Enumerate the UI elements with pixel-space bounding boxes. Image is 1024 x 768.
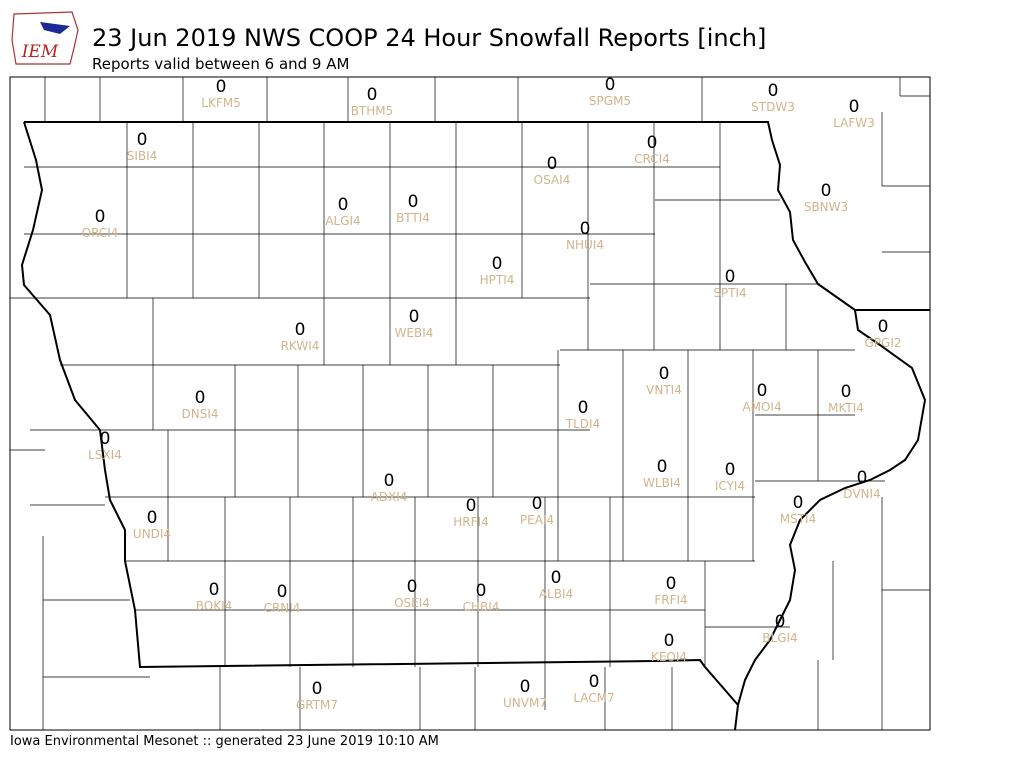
- station-value: 0: [216, 77, 227, 97]
- station-value: 0: [492, 254, 503, 274]
- station-id: MKTI4: [828, 401, 864, 415]
- station-value: 0: [589, 672, 600, 692]
- station-value: 0: [580, 219, 591, 239]
- map-footer: Iowa Environmental Mesonet :: generated …: [10, 734, 439, 749]
- station-id: OSAI4: [534, 173, 571, 187]
- station-id: MSTI4: [780, 512, 816, 526]
- station-id: CHBI4: [463, 600, 500, 614]
- station-value: 0: [137, 130, 148, 150]
- station-value: 0: [659, 364, 670, 384]
- station-id: GRTM7: [296, 698, 338, 712]
- station-id: SIBI4: [127, 149, 158, 163]
- station-id: RKWI4: [281, 339, 320, 353]
- state-borders: [20, 121, 930, 731]
- county-lines: [10, 77, 930, 730]
- station-value: 0: [841, 382, 852, 402]
- station-value: 0: [384, 471, 395, 491]
- station-id: UNVM7: [503, 696, 547, 710]
- station-id: LKFM5: [201, 96, 240, 110]
- station-id: SBNW3: [804, 200, 848, 214]
- station-value: 0: [657, 457, 668, 477]
- station-id: ADXI4: [371, 490, 408, 504]
- station-id: ALGI4: [325, 214, 360, 228]
- station-value: 0: [793, 493, 804, 513]
- station-value: 0: [312, 679, 323, 699]
- station-value: 0: [768, 81, 779, 101]
- station-value: 0: [209, 580, 220, 600]
- station-id: BTHM5: [351, 104, 394, 118]
- station-value: 0: [725, 267, 736, 287]
- station-id: BTTI4: [396, 211, 430, 225]
- station-id: GPGI2: [864, 336, 901, 350]
- station-id: DNSI4: [181, 407, 218, 421]
- station-id: FRFI4: [654, 593, 687, 607]
- station-id: STDW3: [751, 100, 795, 114]
- station-id: KEOI4: [651, 650, 687, 664]
- station-value: 0: [775, 612, 786, 632]
- station-value: 0: [520, 677, 531, 697]
- station-value: 0: [100, 429, 111, 449]
- station-value: 0: [725, 460, 736, 480]
- station-value: 0: [95, 207, 106, 227]
- station-id: SPGM5: [589, 94, 631, 108]
- map-subtitle: Reports valid between 6 and 9 AM: [92, 55, 349, 73]
- station-value: 0: [857, 468, 868, 488]
- station-id: CRNI4: [264, 601, 301, 615]
- station-value: 0: [338, 195, 349, 215]
- station-id: BOKI4: [196, 599, 233, 613]
- station-id: UNDI4: [133, 527, 171, 541]
- station-id: WLBI4: [643, 476, 681, 490]
- station-id: ICYI4: [715, 479, 745, 493]
- station-value: 0: [409, 307, 420, 327]
- station-value: 0: [821, 181, 832, 201]
- station-id: BLGI4: [762, 631, 797, 645]
- station-id: HPTI4: [480, 273, 515, 287]
- station-id: SPTI4: [713, 286, 746, 300]
- station-id: LSXI4: [88, 448, 122, 462]
- station-id: OSEI4: [394, 596, 430, 610]
- station-value: 0: [407, 577, 418, 597]
- station-value: 0: [295, 320, 306, 340]
- station-value: 0: [878, 317, 889, 337]
- map-frame: [9, 76, 931, 731]
- station-id: ORCI4: [82, 226, 119, 240]
- station-id: CRCI4: [634, 152, 670, 166]
- logo: IEM: [11, 11, 79, 65]
- station-value: 0: [578, 398, 589, 418]
- station-id: LACM7: [573, 691, 614, 705]
- station-id: AMOI4: [742, 400, 781, 414]
- station-value: 0: [408, 192, 419, 212]
- station-id: VNTI4: [646, 383, 682, 397]
- station-id: DVNI4: [843, 487, 880, 501]
- station-value: 0: [547, 154, 558, 174]
- station-value: 0: [532, 494, 543, 514]
- station-value: 0: [551, 568, 562, 588]
- station-value: 0: [367, 85, 378, 105]
- map-title: 23 Jun 2019 NWS COOP 24 Hour Snowfall Re…: [92, 24, 766, 52]
- station-value: 0: [605, 75, 616, 95]
- station-value: 0: [195, 388, 206, 408]
- station-value: 0: [476, 581, 487, 601]
- station-id: PEAI4: [520, 513, 554, 527]
- station-value: 0: [757, 381, 768, 401]
- station-id: HRFI4: [453, 515, 488, 529]
- station-id: NHUI4: [566, 238, 604, 252]
- logo-text: IEM: [21, 42, 59, 62]
- station-value: 0: [147, 508, 158, 528]
- station-value: 0: [647, 133, 658, 153]
- station-value: 0: [277, 582, 288, 602]
- station-id: WEBI4: [395, 326, 434, 340]
- station-id: ALBI4: [539, 587, 573, 601]
- station-id: TLDI4: [565, 417, 600, 431]
- station-value: 0: [849, 97, 860, 117]
- station-value: 0: [466, 496, 477, 516]
- station-id: LAFW3: [833, 116, 875, 130]
- station-value: 0: [666, 574, 677, 594]
- station-value: 0: [664, 631, 675, 651]
